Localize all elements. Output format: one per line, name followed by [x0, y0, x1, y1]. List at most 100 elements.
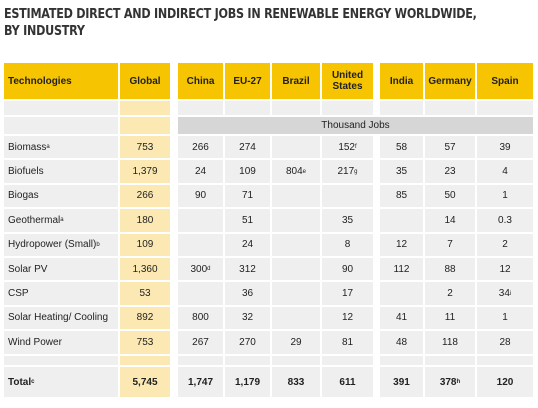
- cell-value: 85: [395, 190, 408, 202]
- cell-value: 300: [190, 263, 208, 275]
- data-cell: [177, 281, 224, 306]
- cell-value: 274: [239, 141, 256, 153]
- cell-value: 112: [393, 263, 410, 275]
- cell-value: 88: [444, 263, 456, 275]
- data-cell: [271, 208, 321, 233]
- row-label: Solar PV: [3, 257, 119, 282]
- cell-value: 1,179: [234, 376, 261, 388]
- row-label-text: Biogas: [8, 190, 39, 202]
- cell-value: 90: [341, 263, 354, 275]
- cell-value: 270: [239, 336, 256, 348]
- unit-cell: Thousand Jobs: [177, 116, 534, 135]
- cell-value: 24: [194, 166, 207, 178]
- data-cell: [379, 281, 424, 306]
- cell-value: 120: [496, 376, 514, 388]
- cell-value: 800: [192, 312, 209, 324]
- title: ESTIMATED DIRECT AND INDIRECT JOBS IN RE…: [4, 6, 538, 40]
- spacer-cell: [119, 354, 171, 366]
- data-cell: 41: [379, 305, 424, 331]
- cell-value: 1,379: [132, 166, 158, 178]
- cell-value: 2: [502, 239, 508, 251]
- row-label: Biogas: [3, 183, 119, 209]
- cell-value: 23: [444, 166, 456, 178]
- spacer-cell: [476, 100, 534, 116]
- spacer-cell: [321, 354, 374, 366]
- data-cell: 8: [321, 232, 374, 257]
- data-cell: [271, 232, 321, 257]
- data-cell: 28: [476, 330, 534, 355]
- cell-value: 57: [444, 141, 456, 153]
- row-label-text: Geothermal: [8, 214, 61, 226]
- data-cell: 800: [177, 305, 224, 331]
- spacer-cell: [177, 354, 224, 366]
- spacer-cell: [177, 100, 224, 116]
- cell-value: 12: [499, 263, 511, 275]
- data-cell: [321, 183, 374, 209]
- cell-value: 180: [136, 214, 154, 226]
- cell-value: 58: [395, 141, 408, 153]
- data-cell: 1: [476, 183, 534, 209]
- header-text: EU-27: [233, 75, 262, 87]
- cell-value: 267: [192, 336, 209, 348]
- cell-value: 41: [395, 312, 408, 324]
- cell-value: 804: [285, 166, 303, 178]
- spacer-cell: [271, 354, 321, 366]
- spacer-cell: [424, 100, 476, 116]
- cell-value: 5,745: [132, 376, 158, 388]
- data-cell: 109: [119, 232, 171, 257]
- cell-value: 118: [442, 336, 458, 348]
- cell-value: 48: [395, 336, 408, 348]
- spacer-cell: [224, 100, 271, 116]
- data-cell: 36: [224, 281, 271, 306]
- spacer-cell: [119, 100, 171, 116]
- data-cell: 12: [321, 305, 374, 331]
- header-cell: China: [177, 62, 224, 100]
- data-cell: 24: [224, 232, 271, 257]
- cell-value: 378: [439, 376, 457, 388]
- row-label-text: Wind Power: [8, 336, 62, 348]
- data-cell: 270: [224, 330, 271, 355]
- cell-value: 892: [136, 312, 154, 324]
- row-label: Biofuels: [3, 159, 119, 184]
- row-label: CSP: [3, 281, 119, 306]
- header-cell: India: [379, 62, 424, 100]
- data-cell: 1: [476, 305, 534, 331]
- cell-value: 32: [241, 312, 254, 324]
- header-text: Technologies: [8, 75, 72, 87]
- cell-value: 53: [139, 288, 151, 300]
- data-cell: 112: [379, 257, 424, 282]
- row-label: Biomass a: [3, 135, 119, 160]
- spacer-cell: [476, 354, 534, 366]
- cell-value: 1: [502, 190, 508, 202]
- data-cell: [271, 135, 321, 160]
- data-cell: 4: [476, 159, 534, 184]
- spacer-cell: [3, 116, 119, 135]
- data-cell: [271, 305, 321, 331]
- cell-value: 12: [395, 239, 408, 251]
- data-cell: 611: [321, 366, 374, 398]
- spacer-cell: [321, 100, 374, 116]
- data-cell: 48: [379, 330, 424, 355]
- data-cell: 109: [224, 159, 271, 184]
- cell-value: 35: [341, 214, 354, 226]
- data-cell: 17: [321, 281, 374, 306]
- data-cell: 378 h: [424, 366, 476, 398]
- cell-value: 0.3: [498, 214, 512, 226]
- header-text: Brazil: [282, 75, 310, 87]
- data-cell: 753: [119, 330, 171, 355]
- data-cell: [177, 232, 224, 257]
- cell-value: 152: [338, 141, 355, 153]
- cell-value: 217: [337, 166, 355, 178]
- data-cell: 833: [271, 366, 321, 398]
- row-label: Wind Power: [3, 330, 119, 355]
- row-label: Hydropower (Small) b: [3, 232, 119, 257]
- data-cell: 57: [424, 135, 476, 160]
- cell-value: 39: [499, 141, 511, 153]
- spacer-cell: [3, 100, 119, 116]
- data-cell: [271, 281, 321, 306]
- cell-value: 36: [241, 288, 254, 300]
- data-cell: 312: [224, 257, 271, 282]
- data-cell: 53: [119, 281, 171, 306]
- cell-value: 7: [447, 239, 453, 251]
- cell-value: 29: [290, 336, 302, 348]
